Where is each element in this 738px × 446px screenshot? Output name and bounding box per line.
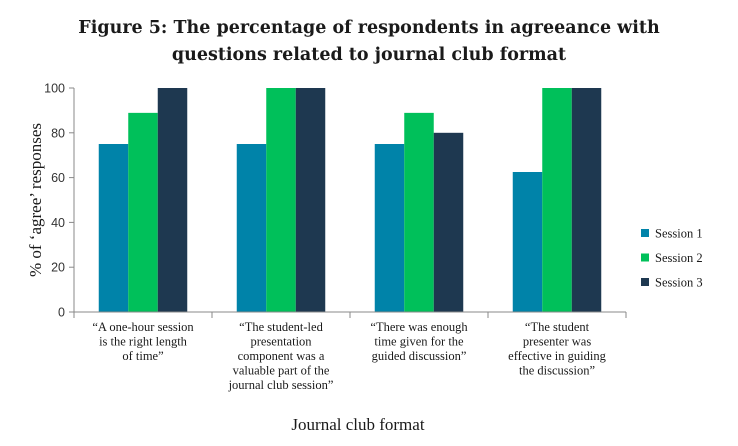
bar-session-2-cat-3 bbox=[404, 112, 434, 312]
category-label-line: “The student bbox=[525, 320, 590, 334]
bar-session-1-cat-4 bbox=[512, 172, 543, 312]
category-label-line: effective in guiding bbox=[508, 349, 606, 363]
y-tick-label: 0 bbox=[58, 306, 65, 320]
y-tick-label: 40 bbox=[51, 216, 65, 230]
bars bbox=[98, 88, 602, 312]
category-label-line: component was a bbox=[238, 349, 325, 363]
x-axis bbox=[73, 311, 627, 318]
category-label-line: of time” bbox=[122, 349, 163, 363]
y-tick-label: 100 bbox=[44, 82, 65, 96]
category-label-line: presentation bbox=[250, 335, 312, 349]
x-axis-title: Journal club format bbox=[291, 415, 424, 434]
category-label-line: is the right length bbox=[99, 335, 188, 349]
legend: Session 1 Session 2 Session 3 bbox=[641, 227, 703, 290]
legend-label: Session 1 bbox=[655, 227, 703, 241]
category-label: “A one-hour session is the right length of… bbox=[92, 320, 194, 363]
y-tick-label: 80 bbox=[51, 126, 65, 140]
y-tick-label: 20 bbox=[51, 261, 65, 275]
bar-session-1-cat-2 bbox=[236, 144, 267, 312]
legend-swatch bbox=[641, 253, 649, 262]
bar-session-2-cat-4 bbox=[542, 88, 572, 312]
bar-session-3-cat-4 bbox=[571, 88, 602, 312]
category-label-line: “There was enough bbox=[370, 320, 468, 334]
bar-session-1-cat-3 bbox=[374, 144, 405, 312]
chart-title-line: questions related to journal club format bbox=[172, 45, 566, 65]
bar-session-2-cat-1 bbox=[128, 112, 158, 312]
bar-session-3-cat-1 bbox=[157, 88, 188, 312]
category-label-line: time given for the bbox=[374, 335, 464, 349]
legend-label: Session 2 bbox=[655, 251, 703, 265]
chart-title-line: Figure 5: The percentage of respondents … bbox=[78, 18, 660, 38]
category-label-line: guided discussion” bbox=[372, 349, 467, 363]
category-label: “There was enough time given for the guide… bbox=[370, 320, 468, 363]
bar-session-1-cat-1 bbox=[98, 144, 129, 312]
bar-session-3-cat-3 bbox=[433, 132, 464, 312]
bar-session-2-cat-2 bbox=[266, 88, 296, 312]
category-label-line: “The student-led bbox=[239, 320, 323, 334]
y-tick-label: 60 bbox=[51, 171, 65, 185]
category-labels: “A one-hour session is the right length of… bbox=[92, 320, 606, 392]
category-label-line: presenter was bbox=[523, 335, 592, 349]
category-label-line: journal club session” bbox=[228, 378, 334, 392]
bar-session-3-cat-2 bbox=[295, 88, 326, 312]
category-label: “The student-led presentation component wa… bbox=[228, 320, 334, 392]
legend-swatch bbox=[641, 278, 649, 286]
y-axis-title: % of ‘agree’ responses bbox=[26, 123, 45, 277]
category-label-line: “A one-hour session bbox=[92, 320, 194, 334]
legend-label: Session 3 bbox=[655, 276, 703, 290]
legend-swatch bbox=[641, 229, 649, 237]
category-label-line: valuable part of the bbox=[233, 364, 330, 378]
chart-title: Figure 5: The percentage of respondents … bbox=[78, 18, 660, 65]
category-label: “The student presenter was effective in gu… bbox=[508, 320, 606, 378]
category-label-line: the discussion” bbox=[519, 364, 595, 378]
y-axis: 0 20 40 60 80 100 bbox=[44, 82, 75, 320]
